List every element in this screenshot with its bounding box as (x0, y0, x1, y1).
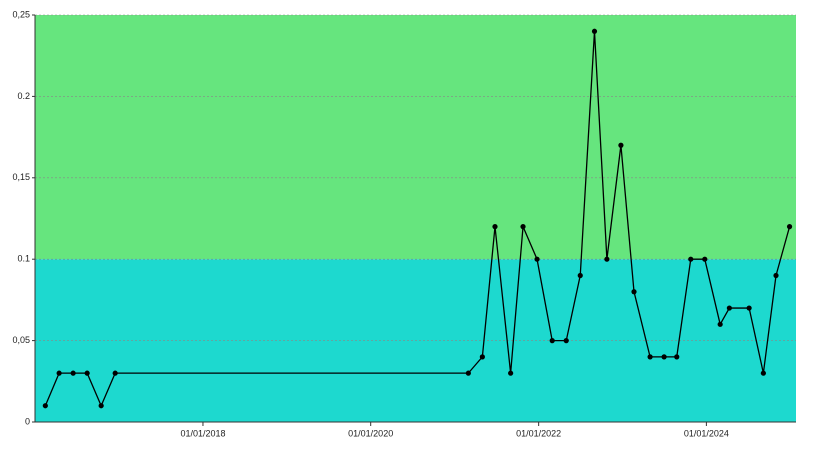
y-tick-label: 0,25 (12, 9, 30, 19)
x-tick-label: 01/01/2022 (516, 428, 561, 438)
line (44, 31, 791, 408)
point (591, 28, 598, 34)
point (534, 256, 540, 262)
point (520, 224, 526, 230)
background-band (35, 15, 796, 260)
point (70, 370, 76, 376)
point (42, 403, 48, 409)
point (563, 338, 569, 344)
point (760, 370, 766, 376)
x-tick-label: 01/01/2018 (180, 428, 225, 438)
point (661, 354, 667, 360)
point (746, 305, 752, 311)
point (577, 272, 583, 279)
point (549, 338, 555, 344)
point (604, 256, 610, 262)
point (674, 354, 680, 360)
point (647, 354, 653, 360)
point (479, 354, 485, 360)
point (688, 256, 694, 262)
point (618, 142, 624, 148)
point (112, 370, 118, 376)
point (508, 370, 514, 376)
point (631, 289, 637, 295)
y-tick-label: 0,05 (12, 335, 30, 345)
point (717, 321, 723, 327)
point (786, 224, 793, 230)
y-tick-label: 0 (25, 416, 30, 426)
y-tick-label: 0.1 (17, 254, 30, 264)
point (726, 305, 732, 311)
point (773, 272, 779, 279)
x-tick-label: 01/01/2024 (684, 428, 729, 438)
x-tick-label: 01/01/2020 (348, 428, 393, 438)
point (702, 256, 708, 262)
point (465, 370, 471, 376)
point (84, 370, 90, 376)
y-tick-label: 0.2 (17, 91, 30, 101)
point (98, 403, 104, 409)
point (56, 370, 62, 376)
point (492, 224, 498, 230)
y-tick-label: 0,15 (12, 172, 30, 182)
